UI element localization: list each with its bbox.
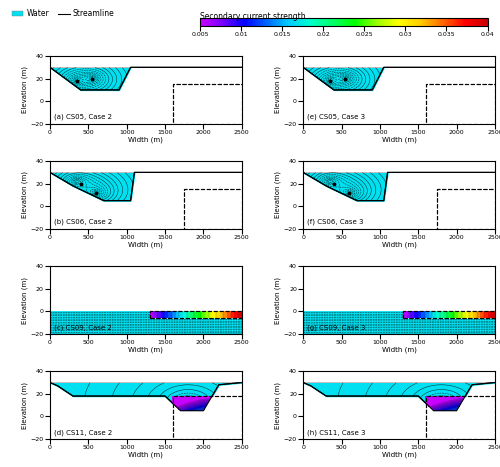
X-axis label: Width (m): Width (m) [382,347,416,353]
Text: (h) CS11, Case 3: (h) CS11, Case 3 [307,429,366,436]
X-axis label: Width (m): Width (m) [128,452,164,458]
Y-axis label: Elevation (m): Elevation (m) [274,66,281,113]
X-axis label: Width (m): Width (m) [382,136,416,143]
Bar [426,84,495,124]
Y-axis label: Elevation (m): Elevation (m) [274,382,281,429]
Y-axis label: Elevation (m): Elevation (m) [22,171,28,219]
Bar [173,84,242,124]
Y-axis label: Elevation (m): Elevation (m) [22,382,28,429]
Text: (c) CS09, Case 2: (c) CS09, Case 2 [54,324,112,331]
Text: (g) CS09, Case 3: (g) CS09, Case 3 [307,324,366,331]
Bar [426,84,495,124]
Bar [426,396,495,439]
Bar [426,396,495,439]
Text: (d) CS11, Case 2: (d) CS11, Case 2 [54,429,112,436]
Y-axis label: Elevation (m): Elevation (m) [22,66,28,113]
Y-axis label: Elevation (m): Elevation (m) [274,276,281,324]
Y-axis label: Elevation (m): Elevation (m) [22,276,28,324]
X-axis label: Width (m): Width (m) [128,136,164,143]
Bar [438,189,495,229]
Bar [403,311,495,318]
Text: (e) CS05, Case 3: (e) CS05, Case 3 [307,114,365,120]
X-axis label: Width (m): Width (m) [128,347,164,353]
X-axis label: Width (m): Width (m) [382,241,416,248]
Text: (a) CS05, Case 2: (a) CS05, Case 2 [54,114,112,120]
Bar [173,84,242,124]
Bar [173,396,242,439]
X-axis label: Width (m): Width (m) [382,452,416,458]
Text: Secondary current strength: Secondary current strength [200,12,306,21]
Bar [150,311,242,318]
Y-axis label: Elevation (m): Elevation (m) [274,171,281,219]
Bar [403,311,495,318]
Legend: Water, Streamline: Water, Streamline [9,6,118,21]
Text: (b) CS06, Case 2: (b) CS06, Case 2 [54,219,112,226]
Bar [173,396,242,439]
Bar [150,311,242,318]
Text: (f) CS06, Case 3: (f) CS06, Case 3 [307,219,364,226]
X-axis label: Width (m): Width (m) [128,241,164,248]
Bar [184,189,242,229]
Bar [184,189,242,229]
Bar [438,189,495,229]
